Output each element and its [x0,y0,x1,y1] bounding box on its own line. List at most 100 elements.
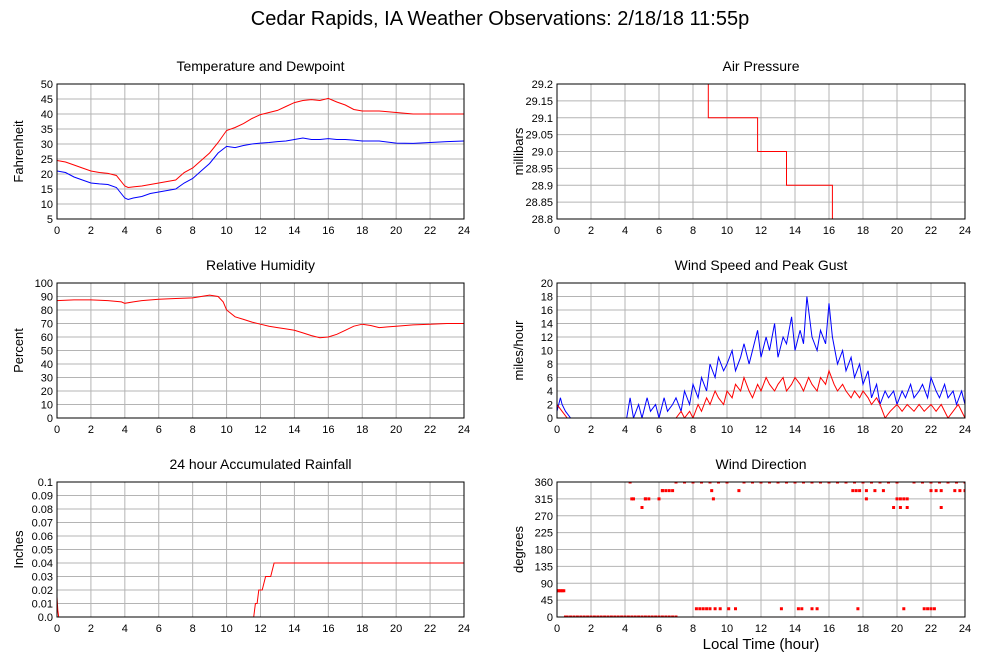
y-tick-label: 180 [535,545,553,557]
y-tick-label: 50 [41,346,53,358]
data-point [640,615,644,617]
data-point [939,489,943,493]
data-point [660,489,664,493]
data-point [751,482,754,484]
data-point [718,607,722,611]
x-tick-label: 18 [857,424,869,436]
data-point [664,615,668,617]
data-point [934,489,938,493]
data-point [898,497,902,501]
x-tick-label: 18 [356,225,368,237]
y-tick-label: 135 [535,561,553,573]
x-tick-label: 22 [925,623,937,635]
data-point [710,489,714,493]
data-point [895,497,899,501]
y-tick-label: 29.2 [532,79,553,91]
data-point [881,489,885,493]
x-tick-label: 22 [424,623,436,635]
data-point [674,615,678,617]
data-point [725,482,729,484]
x-tick-label: 22 [925,225,937,237]
plot-frame [56,282,465,419]
x-tick-label: 24 [458,424,470,436]
data-point [796,607,800,611]
x-tick-label: 10 [721,424,733,436]
data-point [632,497,635,501]
x-tick-label: 12 [254,225,266,237]
data-point [637,615,641,617]
data-point [626,615,630,617]
chart-title: Wind Speed and Peak Gust [675,257,848,273]
data-point [572,615,576,617]
x-tick-label: 0 [54,623,60,635]
data-point [664,489,668,493]
data-point [592,615,596,617]
data-point [929,482,933,484]
data-point [613,615,617,617]
y-tick-label: 45 [541,595,553,607]
data-point [596,615,600,617]
y-tick-label: 20 [41,169,53,181]
data-point [921,482,924,484]
y-tick-label: 29.15 [525,96,553,108]
x-tick-label: 4 [622,424,628,436]
data-point [582,615,586,617]
data-point [870,482,873,484]
data-point [628,482,632,484]
x-tick-label: 16 [823,623,835,635]
x-tick-label: 10 [220,225,232,237]
data-point [616,615,620,617]
y-tick-label: 0.08 [32,504,53,516]
y-tick-label: 30 [41,139,53,151]
y-tick-label: 0.05 [32,545,53,557]
data-point [776,482,780,484]
y-tick-label: 360 [535,477,553,489]
x-tick-label: 8 [190,424,196,436]
x-tick-label: 18 [857,225,869,237]
data-point [785,482,788,484]
x-tick-label: 12 [755,623,767,635]
y-tick-label: 0.07 [32,518,53,530]
x-tick-label: 10 [721,225,733,237]
x-tick-label: 6 [156,424,162,436]
x-tick-label: 4 [622,623,628,635]
x-tick-label: 24 [458,225,470,237]
data-point [713,607,717,611]
data-point [579,615,583,617]
x-tick-label: 8 [190,623,196,635]
data-point [929,607,933,611]
data-point [946,482,950,484]
data-point [861,482,865,484]
x-axis-label: Local Time (hour) [702,636,820,653]
x-tick-label: 12 [755,424,767,436]
plot-frame [56,83,465,220]
x-tick-label: 24 [959,623,971,635]
data-point [609,615,613,617]
data-point [800,607,804,611]
y-tick-label: 70 [41,319,53,331]
series-line-1 [57,137,464,201]
data-point [599,615,603,617]
y-tick-label: 0.1 [38,477,53,489]
data-point [737,489,741,493]
plot-frame [556,481,966,618]
data-point [793,482,797,484]
x-tick-label: 14 [288,424,300,436]
data-point [858,489,862,493]
data-point [620,615,624,617]
data-point [864,497,868,501]
y-tick-label: 0.03 [32,572,53,584]
data-point [560,589,564,593]
data-point [836,482,839,484]
data-point [856,607,860,611]
data-point [819,482,822,484]
data-point [691,482,695,484]
data-point [902,607,906,611]
series-line-0 [57,97,464,189]
data-point [671,615,675,617]
data-point [708,482,712,484]
y-tick-label: 35 [41,124,53,136]
